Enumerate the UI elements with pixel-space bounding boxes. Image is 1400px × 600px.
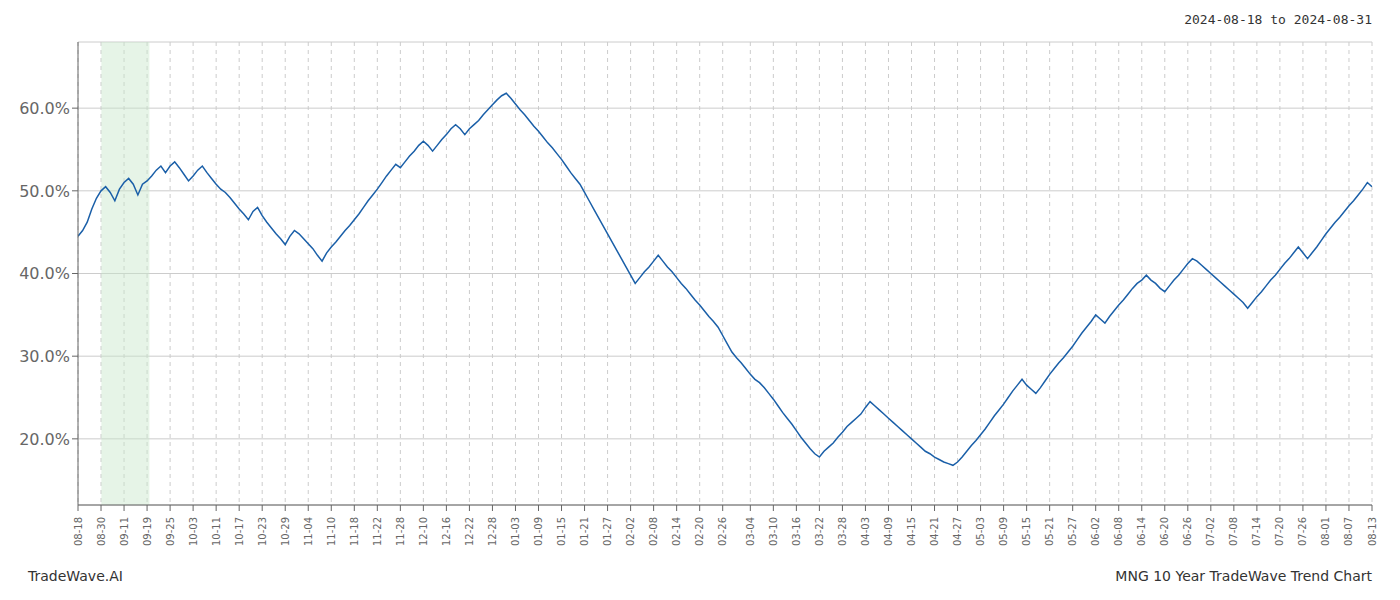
svg-text:04-15: 04-15 xyxy=(906,517,917,546)
svg-text:07-20: 07-20 xyxy=(1274,517,1285,546)
svg-text:04-21: 04-21 xyxy=(929,517,940,546)
svg-text:10-17: 10-17 xyxy=(234,517,245,546)
svg-text:12-22: 12-22 xyxy=(464,517,475,546)
svg-text:01-03: 01-03 xyxy=(510,517,521,546)
svg-text:12-28: 12-28 xyxy=(487,517,498,546)
svg-text:07-14: 07-14 xyxy=(1251,517,1262,546)
html-text:MNG 10 Year TradeWave Trend Ch: MNG 10 Year TradeWave Trend Chart xyxy=(1115,568,1372,584)
svg-text:30.0%: 30.0% xyxy=(19,347,70,366)
svg-text:11-28: 11-28 xyxy=(395,517,406,546)
svg-text:02-02: 02-02 xyxy=(625,517,636,546)
svg-text:09-11: 09-11 xyxy=(119,517,130,546)
svg-text:11-04: 11-04 xyxy=(303,517,314,546)
svg-text:12-10: 12-10 xyxy=(418,517,429,546)
svg-text:06-02: 06-02 xyxy=(1090,517,1101,546)
svg-text:08-18: 08-18 xyxy=(73,517,84,546)
svg-text:05-21: 05-21 xyxy=(1044,517,1055,546)
svg-text:08-01: 08-01 xyxy=(1320,517,1331,546)
svg-text:02-08: 02-08 xyxy=(648,517,659,546)
svg-text:07-02: 07-02 xyxy=(1205,517,1216,546)
svg-text:60.0%: 60.0% xyxy=(19,99,70,118)
svg-text:01-15: 01-15 xyxy=(556,517,567,546)
svg-text:01-09: 01-09 xyxy=(533,517,544,546)
svg-text:11-22: 11-22 xyxy=(372,517,383,546)
svg-text:07-26: 07-26 xyxy=(1297,517,1308,546)
svg-text:20.0%: 20.0% xyxy=(19,430,70,449)
svg-text:12-16: 12-16 xyxy=(441,517,452,546)
svg-text:03-28: 03-28 xyxy=(837,517,848,546)
svg-text:02-26: 02-26 xyxy=(717,517,728,546)
svg-text:06-26: 06-26 xyxy=(1182,517,1193,546)
svg-text:05-03: 05-03 xyxy=(975,517,986,546)
svg-text:50.0%: 50.0% xyxy=(19,182,70,201)
svg-text:10-29: 10-29 xyxy=(280,517,291,546)
svg-text:11-18: 11-18 xyxy=(349,517,360,546)
svg-text:08-07: 08-07 xyxy=(1343,517,1354,546)
svg-text:01-21: 01-21 xyxy=(579,517,590,546)
svg-text:02-14: 02-14 xyxy=(671,517,682,546)
svg-text:02-20: 02-20 xyxy=(694,517,705,546)
svg-text:08-30: 08-30 xyxy=(96,517,107,546)
svg-text:10-03: 10-03 xyxy=(188,517,199,546)
svg-text:06-20: 06-20 xyxy=(1159,517,1170,546)
svg-text:03-16: 03-16 xyxy=(791,517,802,546)
svg-text:07-08: 07-08 xyxy=(1228,517,1239,546)
svg-text:11-10: 11-10 xyxy=(326,517,337,546)
svg-text:10-11: 10-11 xyxy=(211,517,222,546)
svg-text:05-09: 05-09 xyxy=(998,517,1009,546)
svg-text:03-10: 03-10 xyxy=(768,517,779,546)
svg-text:03-04: 03-04 xyxy=(745,517,756,546)
svg-text:40.0%: 40.0% xyxy=(19,264,70,283)
svg-text:09-25: 09-25 xyxy=(165,517,176,546)
svg-text:05-27: 05-27 xyxy=(1067,517,1078,546)
svg-text:04-03: 04-03 xyxy=(860,517,871,546)
svg-text:04-27: 04-27 xyxy=(952,517,963,546)
svg-text:04-09: 04-09 xyxy=(883,517,894,546)
svg-text:03-22: 03-22 xyxy=(814,517,825,546)
svg-text:10-23: 10-23 xyxy=(257,517,268,546)
svg-text:05-15: 05-15 xyxy=(1021,517,1032,546)
svg-text:09-19: 09-19 xyxy=(142,517,153,546)
svg-text:06-14: 06-14 xyxy=(1136,517,1147,546)
html-text:TradeWave.AI: TradeWave.AI xyxy=(28,568,123,584)
svg-text:01-27: 01-27 xyxy=(602,517,613,546)
html-text:2024-08-18 to 2024-08-31: 2024-08-18 to 2024-08-31 xyxy=(1184,12,1372,27)
svg-text:08-13: 08-13 xyxy=(1367,517,1378,546)
svg-text:06-08: 06-08 xyxy=(1113,517,1124,546)
